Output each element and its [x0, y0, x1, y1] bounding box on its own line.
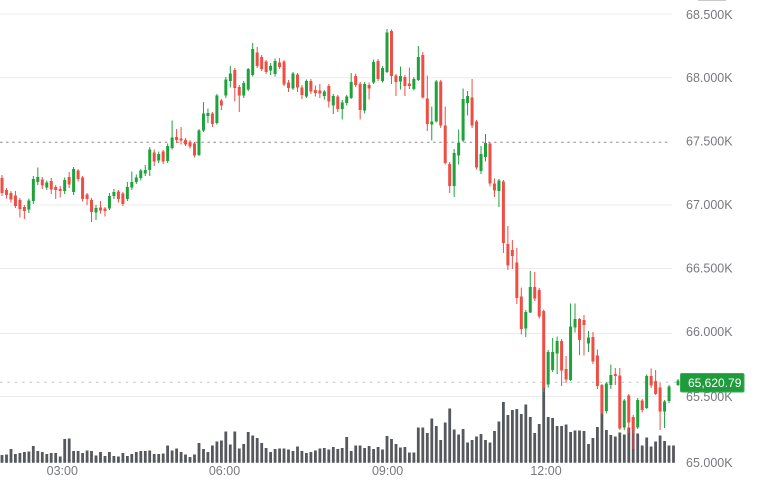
- svg-text:06:00: 06:00: [209, 464, 240, 478]
- svg-text:66.500K: 66.500K: [686, 262, 733, 276]
- svg-text:12:00: 12:00: [530, 464, 561, 478]
- svg-text:68.500K: 68.500K: [686, 8, 733, 22]
- svg-text:67.000K: 67.000K: [686, 198, 733, 212]
- svg-text:65,620.79: 65,620.79: [688, 376, 742, 390]
- svg-text:67.500K: 67.500K: [686, 135, 733, 149]
- svg-text:65.500K: 65.500K: [686, 390, 733, 404]
- svg-text:65.000K: 65.000K: [686, 456, 733, 470]
- svg-text:03:00: 03:00: [47, 464, 78, 478]
- svg-text:66.000K: 66.000K: [686, 325, 733, 339]
- svg-text:68.000K: 68.000K: [686, 71, 733, 85]
- svg-text:09:00: 09:00: [372, 464, 403, 478]
